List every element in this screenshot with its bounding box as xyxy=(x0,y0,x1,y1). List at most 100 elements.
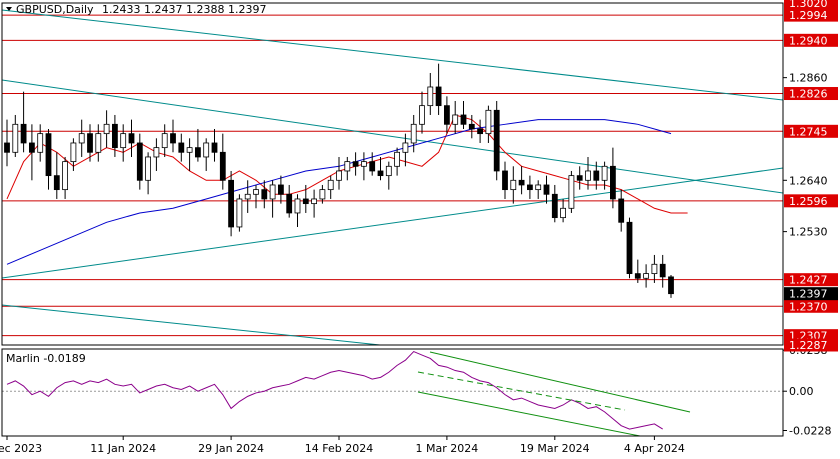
price-level-tag xyxy=(784,0,838,10)
candle-bull xyxy=(427,86,434,107)
candle-bull xyxy=(327,179,334,191)
candle-bear xyxy=(112,123,118,149)
candle-bull xyxy=(336,170,342,181)
candle-bear xyxy=(576,175,583,181)
symbol-label: GBPUSD,Daily xyxy=(16,3,94,16)
candle-bear xyxy=(286,193,293,214)
trend-channel-line xyxy=(1,167,784,279)
candle-bear xyxy=(593,170,600,181)
candle-bear xyxy=(4,142,10,153)
price-level-tag-label: 1.2287 xyxy=(789,339,828,352)
price-level-tag xyxy=(784,273,838,287)
current-price-label: 1.2397 xyxy=(789,288,828,301)
price-level-tag xyxy=(784,8,838,22)
trend-channel-line xyxy=(1,9,784,101)
trend-channel-line xyxy=(1,304,381,346)
candle-bear xyxy=(369,161,376,172)
candle-bull xyxy=(244,193,251,200)
candle-bear xyxy=(277,184,284,195)
candle-bear xyxy=(261,189,268,200)
candle-bull xyxy=(78,133,85,144)
candle-bear xyxy=(468,123,475,130)
price-level-tag-label: 1.2427 xyxy=(789,274,828,287)
candle-bear xyxy=(610,165,616,200)
candle-bull xyxy=(253,189,259,195)
candle-bull xyxy=(402,142,409,153)
candle-bull xyxy=(145,156,152,181)
candle-bear xyxy=(136,142,143,181)
candle-bull xyxy=(12,123,19,153)
indicator-y-tick-label: 0.00 xyxy=(789,385,814,398)
candle-bull xyxy=(410,123,417,144)
x-tick-label: 29 Jan 2024 xyxy=(198,442,264,455)
candle-bull xyxy=(510,179,517,191)
candle-bear xyxy=(477,128,484,135)
candle-bull xyxy=(120,133,127,149)
candle-bull xyxy=(319,189,326,200)
candle-bull xyxy=(70,142,77,163)
candle-bear xyxy=(377,170,384,177)
candle-bear xyxy=(194,147,201,158)
candle-bull xyxy=(651,263,658,275)
y-tick-label: 1.2530 xyxy=(789,226,828,239)
x-tick-label: 11 Jan 2024 xyxy=(90,442,156,455)
y-tick-label: 1.2860 xyxy=(789,72,828,85)
candle-bear xyxy=(493,109,500,172)
candle-bull xyxy=(236,198,243,228)
candle-bear xyxy=(460,114,467,125)
candle-bull xyxy=(37,133,44,153)
indicator-y-tick-label: -0.0228 xyxy=(789,424,831,437)
marlin-line xyxy=(6,350,663,430)
collapse-triangle-icon[interactable] xyxy=(6,7,12,11)
indicator-label: Marlin -0.0189 xyxy=(6,352,86,365)
y-tick-label: 1.2640 xyxy=(789,174,828,187)
candle-bear xyxy=(170,133,176,144)
candle-bear xyxy=(178,142,185,153)
price-level-tag xyxy=(784,124,838,138)
x-tick-label: 1 Mar 2024 xyxy=(416,442,479,455)
candle-bear xyxy=(634,273,641,279)
x-tick-label: 14 Feb 2024 xyxy=(305,442,373,455)
indicator-plot-frame xyxy=(1,348,784,437)
price-level-tag xyxy=(784,194,838,208)
price-level-tag-label: 1.2596 xyxy=(789,195,828,208)
price-level-tag-label: 1.2826 xyxy=(789,88,828,101)
candle-bear xyxy=(219,151,226,181)
price-level-tag-label: 1.2370 xyxy=(789,300,828,313)
candle-bear xyxy=(211,142,218,153)
candle-bear xyxy=(502,170,508,191)
candle-bull xyxy=(643,273,649,279)
candle-bull xyxy=(601,165,608,181)
candle-bear xyxy=(435,86,442,107)
price-level-tag xyxy=(784,87,838,101)
candle-bear xyxy=(551,193,558,219)
candle-bull xyxy=(568,175,575,209)
x-tick-label: 4 Apr 2024 xyxy=(624,442,685,455)
ohlc-label: 1.2433 1.2437 1.2388 1.2397 xyxy=(102,3,266,16)
candle-bear xyxy=(543,184,550,195)
candle-bear xyxy=(28,142,35,153)
marlin-channel-line xyxy=(417,391,641,437)
price-level-tag-label: 1.2745 xyxy=(789,125,828,138)
candle-bear xyxy=(352,161,359,167)
candle-bull xyxy=(485,109,492,135)
candle-bull xyxy=(560,207,566,219)
price-level-tag xyxy=(784,33,838,47)
candle-bull xyxy=(203,142,210,158)
candle-bull xyxy=(62,161,68,191)
candle-bull xyxy=(95,133,102,153)
candle-bear xyxy=(618,198,625,223)
x-tick-label: 19 Mar 2024 xyxy=(520,442,590,455)
candle-bear xyxy=(659,263,666,278)
x-tick-label: 22 Dec 2023 xyxy=(0,442,42,455)
candle-bear xyxy=(668,276,674,295)
candle-bull xyxy=(535,184,542,191)
main-plot-frame xyxy=(1,2,784,346)
candle-bull xyxy=(452,114,459,125)
candle-bull xyxy=(360,161,367,167)
candle-bear xyxy=(53,175,60,191)
candle-bull xyxy=(294,198,301,214)
price-level-tag-label: 1.2994 xyxy=(789,9,828,22)
candle-bull xyxy=(161,133,168,149)
